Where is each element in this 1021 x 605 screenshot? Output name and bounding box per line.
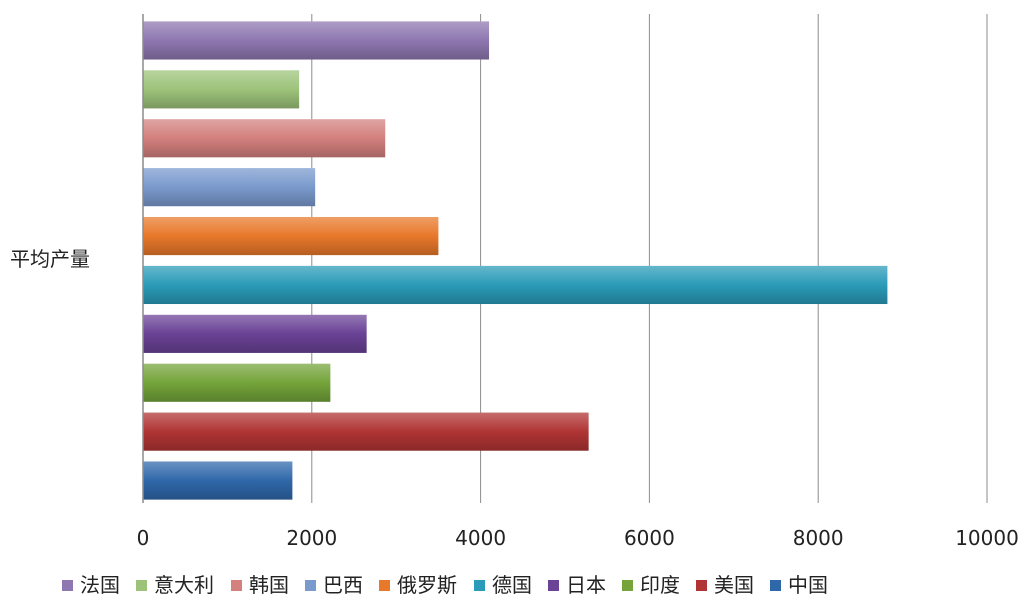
legend-label: 中国	[788, 573, 828, 597]
x-tick-label: 10000	[955, 526, 1019, 550]
legend-swatch	[62, 580, 73, 591]
legend-label: 德国	[492, 573, 532, 597]
legend-swatch	[136, 580, 147, 591]
legend-swatch	[548, 580, 559, 591]
legend-swatch	[770, 580, 781, 591]
legend-swatch	[231, 580, 242, 591]
x-tick-label: 2000	[286, 526, 337, 550]
bar	[143, 461, 293, 500]
legend-label: 巴西	[323, 573, 363, 597]
legend-swatch	[474, 580, 485, 591]
legend-label: 印度	[640, 573, 680, 597]
legend-label: 韩国	[249, 573, 289, 597]
legend-swatch	[696, 580, 707, 591]
x-tick-label: 0	[137, 526, 150, 550]
bar	[143, 314, 367, 353]
legend-label: 美国	[714, 573, 754, 597]
bars	[143, 21, 888, 500]
legend-swatch	[305, 580, 316, 591]
bar	[143, 265, 888, 305]
legend: 法国 意大利 韩国 巴西 俄罗斯 德国 日本 印度 美国 中国	[62, 573, 828, 597]
bar	[143, 168, 316, 207]
x-tick-labels: 0 2000 4000 6000 8000 10000	[137, 526, 1019, 550]
x-tick-label: 4000	[455, 526, 506, 550]
legend-label: 俄罗斯	[397, 573, 457, 597]
bar	[143, 70, 300, 109]
bar	[143, 119, 386, 158]
category-label: 平均产量	[10, 247, 90, 271]
bar	[143, 412, 589, 451]
bar	[143, 216, 439, 256]
x-tick-label: 6000	[624, 526, 675, 550]
legend-label: 日本	[566, 573, 606, 597]
legend-swatch	[622, 580, 633, 591]
legend-label: 意大利	[154, 573, 214, 597]
bar	[143, 21, 490, 60]
legend-swatch	[379, 580, 390, 591]
bar	[143, 363, 331, 402]
legend-label: 法国	[80, 573, 120, 597]
x-tick-label: 8000	[793, 526, 844, 550]
